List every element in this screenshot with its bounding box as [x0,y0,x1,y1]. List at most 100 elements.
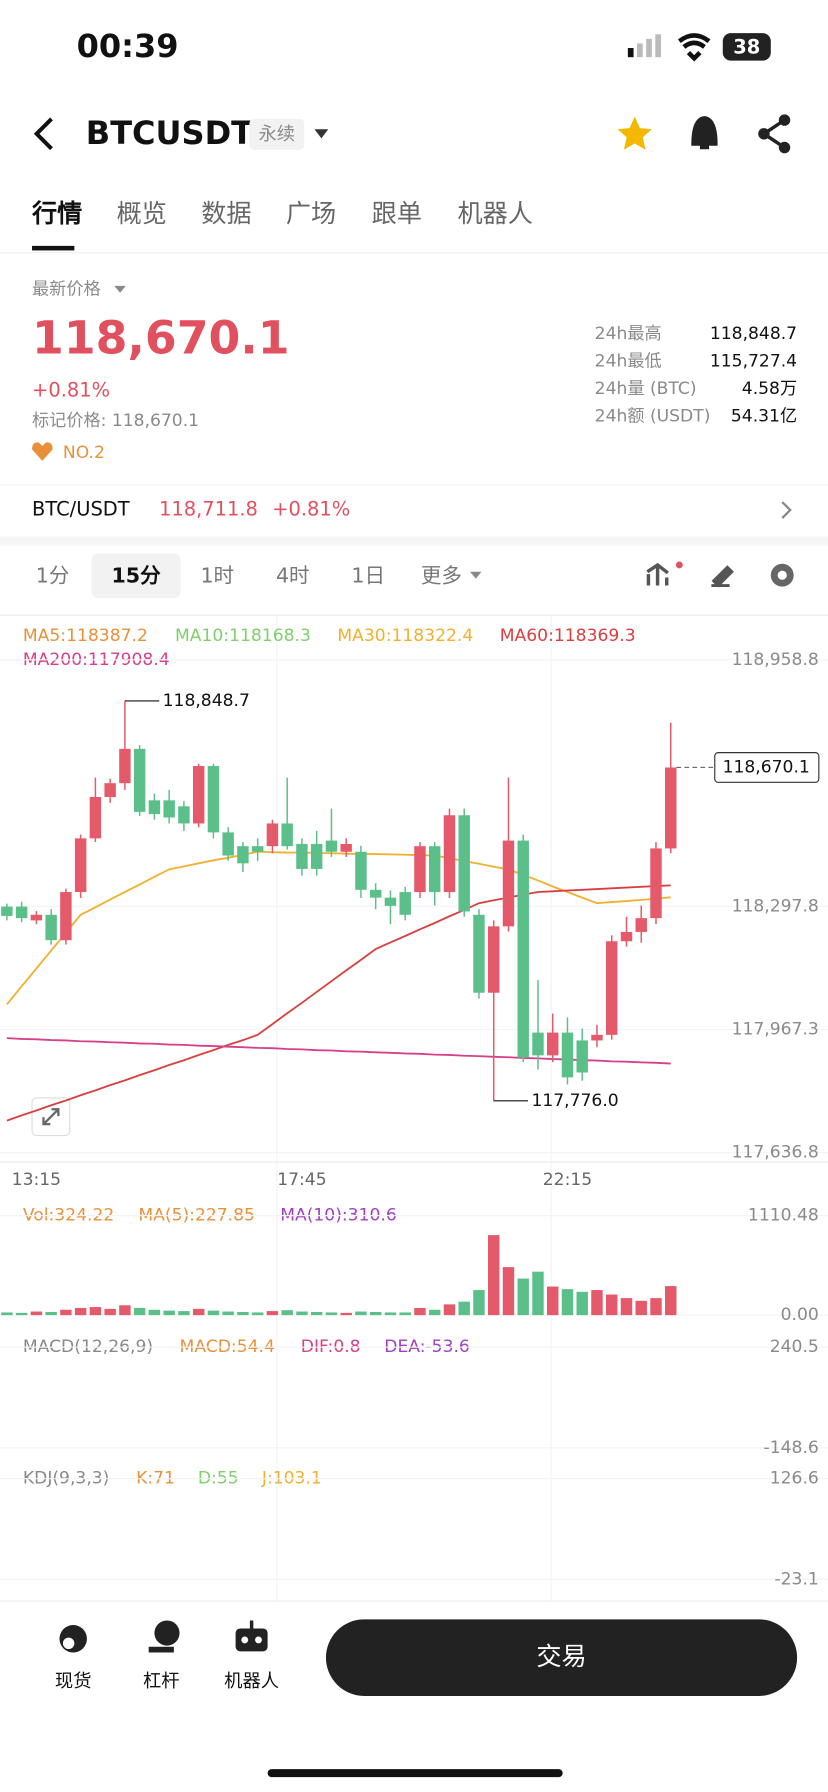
volume-bar [30,1311,43,1316]
stat-label: 24h最高 [595,324,662,344]
favorite[interactable] [617,116,652,150]
y-tick-label: 0.00 [781,1305,819,1325]
volume-bar [45,1311,57,1316]
margin-icon[interactable] [148,1620,180,1653]
volume-bar [576,1291,588,1316]
stat-value: 4.58万 [742,379,797,399]
y-tick-label: 117,967.3 [732,1020,819,1040]
candle-body [532,1032,544,1056]
interval[interactable]: 更多 [421,563,462,587]
candle-body [325,840,338,852]
volume-bar [620,1298,633,1316]
nav-label[interactable]: 机器人 [224,1671,279,1692]
volume-bar [399,1312,411,1316]
divider [0,536,828,546]
interval-selected-bg [91,553,181,599]
volume-bar [340,1312,352,1316]
chevron[interactable] [781,501,792,519]
volume-bar [561,1289,574,1316]
tab[interactable]: 机器人 [457,199,532,228]
x-tick-label: 13:15 [12,1170,61,1190]
bot-icon[interactable] [235,1620,268,1652]
interval[interactable]: 4时 [276,563,310,587]
x-tick-label: 22:15 [543,1170,592,1190]
back[interactable] [33,117,53,151]
nav-label[interactable]: 杠杆 [143,1671,180,1692]
stat-value: 115,727.4 [710,351,797,371]
stat-value: 54.31亿 [731,406,797,426]
rank: NO.2 [63,443,105,463]
volume-bar [133,1307,146,1316]
interval[interactable]: 1日 [351,563,385,587]
nav-label[interactable]: 现货 [55,1671,92,1692]
settings-icon[interactable] [770,563,794,587]
candle-body [1,906,13,916]
indicator-icon[interactable] [646,561,683,586]
volume-bar [428,1309,441,1316]
interval[interactable]: 1时 [200,563,234,587]
candle-body [369,889,382,898]
interval[interactable]: 1分 [36,563,70,587]
candle-body [192,766,205,824]
volume-bar [89,1307,102,1316]
draw-icon[interactable] [711,565,734,588]
candle-body [281,823,293,847]
stat-label: 24h最低 [595,351,662,371]
trade-label: 交易 [536,1642,586,1671]
y-tick-label: -148.6 [764,1438,819,1458]
spot-icon[interactable] [59,1625,87,1653]
candle-body [45,914,57,941]
signal [627,34,662,58]
candle-body [576,1040,588,1073]
tab[interactable]: 概览 [117,199,167,228]
candle-body [148,800,161,815]
price-box [714,752,820,783]
volume-bar [222,1311,234,1316]
current-price: 118,670.1 [723,757,810,777]
tab[interactable]: 行情 [31,199,82,228]
candle-body [296,843,308,869]
dropdown[interactable] [314,129,329,139]
volume-bar [502,1267,515,1316]
interval[interactable]: 15分 [111,563,161,587]
stat-value: 118,848.7 [710,324,797,344]
y-tick-label: 126.6 [770,1469,819,1489]
symbol: BTCUSDT [86,114,253,152]
tab[interactable]: 数据 [201,199,251,228]
tab[interactable]: 广场 [286,199,336,228]
candle-body [650,848,662,919]
volume-bar [310,1311,323,1316]
ma-line [6,884,671,1122]
volume-bar [414,1307,426,1316]
candle-body [89,796,102,839]
annotation: 118,848.7 [163,691,250,711]
spot-pair[interactable]: BTC/USDT [32,498,130,521]
legend: MA30:118322.4 [337,626,473,646]
trade-button[interactable] [325,1619,798,1696]
y-tick-label: 117,636.8 [732,1143,819,1163]
ma-line [6,1037,671,1065]
share[interactable] [758,114,791,154]
clock: 00:39 [77,27,179,65]
dropdown[interactable] [470,571,482,579]
volume-bar [665,1286,677,1316]
candle-body [340,843,352,852]
volume-bar [591,1290,603,1316]
dropdown[interactable] [114,285,126,293]
volume-bar [163,1310,175,1316]
candle-body [119,748,131,784]
legend: MA10:118168.3 [175,626,311,646]
candle-body [428,846,441,893]
alert[interactable] [691,116,718,150]
battery-level: 38 [733,36,760,59]
candle-body [60,892,72,941]
tab[interactable]: 跟单 [372,199,422,228]
candle-body [222,832,234,856]
tab-indicator [32,245,75,251]
volume-bar [119,1305,131,1316]
candle-body [665,767,677,849]
candle-body [178,806,190,824]
y-tick-label: 118,958.8 [732,650,819,670]
volume-bar [487,1235,500,1316]
